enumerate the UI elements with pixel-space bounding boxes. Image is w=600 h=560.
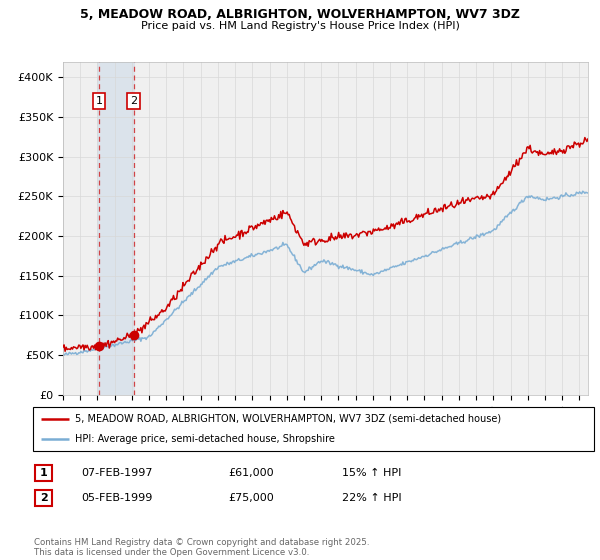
Text: 1: 1 — [40, 468, 47, 478]
Text: Contains HM Land Registry data © Crown copyright and database right 2025.
This d: Contains HM Land Registry data © Crown c… — [34, 538, 370, 557]
Text: 1: 1 — [95, 96, 103, 106]
Text: £75,000: £75,000 — [228, 493, 274, 503]
Text: 07-FEB-1997: 07-FEB-1997 — [81, 468, 152, 478]
Text: £61,000: £61,000 — [228, 468, 274, 478]
Text: 5, MEADOW ROAD, ALBRIGHTON, WOLVERHAMPTON, WV7 3DZ: 5, MEADOW ROAD, ALBRIGHTON, WOLVERHAMPTO… — [80, 8, 520, 21]
Text: 5, MEADOW ROAD, ALBRIGHTON, WOLVERHAMPTON, WV7 3DZ (semi-detached house): 5, MEADOW ROAD, ALBRIGHTON, WOLVERHAMPTO… — [75, 414, 501, 424]
Bar — [97, 62, 135, 395]
Text: HPI: Average price, semi-detached house, Shropshire: HPI: Average price, semi-detached house,… — [75, 434, 335, 444]
Text: 2: 2 — [40, 493, 47, 503]
Text: 15% ↑ HPI: 15% ↑ HPI — [342, 468, 401, 478]
Text: 2: 2 — [130, 96, 137, 106]
Text: Price paid vs. HM Land Registry's House Price Index (HPI): Price paid vs. HM Land Registry's House … — [140, 21, 460, 31]
Text: 05-FEB-1999: 05-FEB-1999 — [81, 493, 152, 503]
Text: 22% ↑ HPI: 22% ↑ HPI — [342, 493, 401, 503]
